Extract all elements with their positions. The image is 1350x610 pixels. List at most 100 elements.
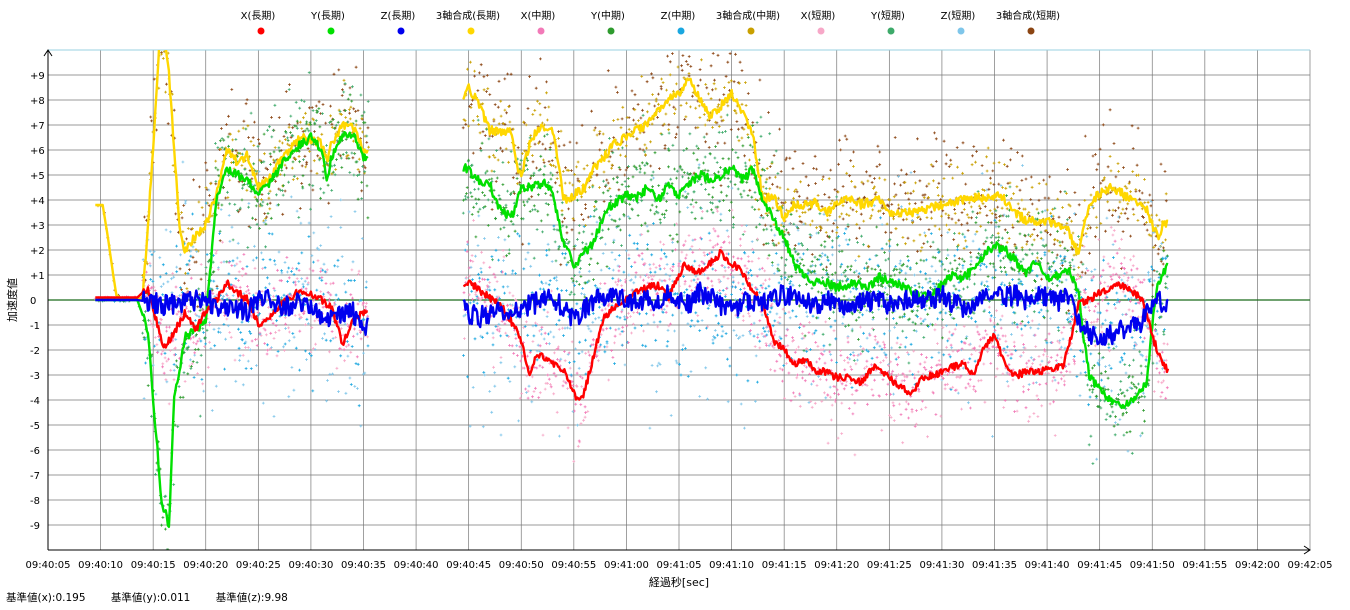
legend-label: 3軸合成(中期) bbox=[716, 9, 780, 22]
axes bbox=[43, 49, 1311, 555]
legend-marker bbox=[677, 27, 685, 35]
x-tick-label: 09:42:00 bbox=[1235, 560, 1280, 571]
x-tick-label: 09:41:00 bbox=[604, 560, 649, 571]
x-axis-title: 経過秒[sec] bbox=[649, 575, 709, 589]
x-tick-labels: 09:40:05 09:40:10 09:40:15 09:40:20 09:40:25… bbox=[26, 560, 1333, 571]
legend-marker bbox=[817, 27, 825, 35]
x-tick-label: 09:40:50 bbox=[499, 560, 544, 571]
series-line-3 bbox=[462, 77, 1169, 255]
legend-label: X(短期) bbox=[801, 9, 836, 22]
series-11 bbox=[103, 51, 1168, 313]
legend-label: 3軸合成(短期) bbox=[996, 9, 1060, 22]
legend-label: Z(中期) bbox=[661, 9, 696, 22]
scatter-layer bbox=[93, 50, 1169, 550]
series-line-1 bbox=[95, 131, 369, 528]
x-tick-label: 09:41:45 bbox=[1077, 560, 1122, 571]
y-tick-label: -5 bbox=[30, 421, 40, 432]
legend-marker bbox=[257, 27, 265, 35]
series-line-2 bbox=[95, 288, 369, 336]
y-tick-label: -1 bbox=[30, 321, 40, 332]
series-line-0 bbox=[462, 248, 1170, 401]
legend-item: 3軸合成(長期) bbox=[436, 9, 500, 35]
legend-marker bbox=[1027, 27, 1035, 35]
y-tick-label: -4 bbox=[30, 396, 40, 407]
legend-marker bbox=[537, 27, 545, 35]
legend-marker bbox=[607, 27, 615, 35]
x-tick-label: 09:40:15 bbox=[131, 560, 176, 571]
x-tick-label: 09:41:40 bbox=[1025, 560, 1070, 571]
legend-label: Y(短期) bbox=[870, 9, 905, 22]
base-z-value: 基準値(z):9.98 bbox=[215, 592, 288, 604]
legend-marker bbox=[397, 27, 405, 35]
line-layer bbox=[95, 50, 1170, 528]
legend-marker bbox=[747, 27, 755, 35]
x-tick-label: 09:40:45 bbox=[446, 560, 491, 571]
x-tick-label: 09:41:15 bbox=[762, 560, 807, 571]
x-tick-label: 09:41:30 bbox=[919, 560, 964, 571]
x-tick-label: 09:41:55 bbox=[1182, 560, 1227, 571]
y-tick-label: -8 bbox=[30, 496, 40, 507]
y-tick-label: +7 bbox=[30, 121, 45, 132]
legend-label: 3軸合成(長期) bbox=[436, 9, 500, 22]
acceleration-chart: X(長期) Y(長期) Z(長期) 3軸合成(長期) X(中期) Y(中期) Z(中期) 3軸… bbox=[5, 9, 1333, 589]
y-tick-label: +9 bbox=[30, 71, 45, 82]
x-tick-label: 09:41:25 bbox=[867, 560, 912, 571]
y-tick-label: +3 bbox=[30, 221, 45, 232]
y-tick-label: 0 bbox=[30, 296, 36, 307]
y-tick-label: +5 bbox=[30, 171, 45, 182]
scatter-points bbox=[97, 229, 1169, 443]
x-tick-label: 09:41:50 bbox=[1130, 560, 1175, 571]
legend-label: X(中期) bbox=[521, 9, 556, 22]
y-tick-label: +8 bbox=[30, 96, 45, 107]
series-line-1 bbox=[462, 163, 1169, 410]
x-tick-label: 09:40:05 bbox=[26, 560, 71, 571]
legend-marker bbox=[887, 27, 895, 35]
y-axis-title: 加速度値 bbox=[5, 278, 19, 322]
base-y-value: 基準値(y):0.011 bbox=[110, 592, 191, 604]
y-tick-label: -2 bbox=[30, 346, 40, 357]
y-tick-label: +2 bbox=[30, 246, 45, 257]
x-tick-label: 09:41:10 bbox=[709, 560, 754, 571]
series-line-0 bbox=[95, 279, 369, 349]
y-tick-label: +4 bbox=[30, 196, 45, 207]
x-tick-label: 09:41:05 bbox=[657, 560, 702, 571]
x-tick-label: 09:41:20 bbox=[814, 560, 859, 571]
legend-marker bbox=[467, 27, 475, 35]
reference-values: 基準値(x):0.195 基準値(y):0.011 基準値(z):9.98 bbox=[6, 590, 310, 605]
y-tick-label: -9 bbox=[30, 521, 40, 532]
y-tick-label: -3 bbox=[30, 371, 40, 382]
legend-item: X(短期) bbox=[801, 9, 836, 35]
legend: X(長期) Y(長期) Z(長期) 3軸合成(長期) X(中期) Y(中期) Z(中期) 3軸… bbox=[241, 9, 1060, 35]
legend-item: Y(長期) bbox=[310, 10, 345, 35]
legend-label: Y(中期) bbox=[590, 9, 625, 22]
x-tick-label: 09:40:55 bbox=[551, 560, 596, 571]
plot-area bbox=[93, 50, 1170, 550]
series-8 bbox=[93, 205, 1169, 463]
y-tick-label: +1 bbox=[30, 271, 45, 282]
y-tick-labels: +9 +8 +7 +6 +5 +4 +3 +2 +1 0 -1 -2 -3 -4 -5 -6 -7 -8 -9 bbox=[30, 71, 45, 532]
y-tick-label: +6 bbox=[30, 146, 45, 157]
legend-item: 3軸合成(中期) bbox=[716, 9, 780, 35]
legend-label: Z(長期) bbox=[381, 10, 416, 22]
y-tick-label: -7 bbox=[30, 471, 40, 482]
x-tick-label: 09:40:35 bbox=[341, 560, 386, 571]
x-tick-label: 09:40:10 bbox=[78, 560, 123, 571]
x-tick-label: 09:40:20 bbox=[183, 560, 228, 571]
x-tick-label: 09:41:35 bbox=[972, 560, 1017, 571]
legend-item: Y(中期) bbox=[590, 9, 625, 35]
scatter-points bbox=[103, 51, 1168, 313]
legend-item: X(長期) bbox=[241, 10, 276, 35]
x-tick-label: 09:42:05 bbox=[1288, 560, 1333, 571]
legend-item: X(中期) bbox=[521, 9, 556, 35]
legend-label: Y(長期) bbox=[310, 10, 345, 22]
series-4 bbox=[97, 229, 1169, 443]
legend-item: Z(長期) bbox=[381, 10, 416, 35]
legend-item: Z(中期) bbox=[661, 9, 696, 35]
base-x-value: 基準値(x):0.195 bbox=[6, 592, 86, 604]
legend-label: Z(短期) bbox=[941, 9, 976, 22]
series-line-2 bbox=[462, 281, 1169, 346]
legend-item: Y(短期) bbox=[870, 9, 905, 35]
legend-item: 3軸合成(短期) bbox=[996, 9, 1060, 35]
legend-label: X(長期) bbox=[241, 10, 276, 22]
legend-marker bbox=[327, 27, 335, 35]
